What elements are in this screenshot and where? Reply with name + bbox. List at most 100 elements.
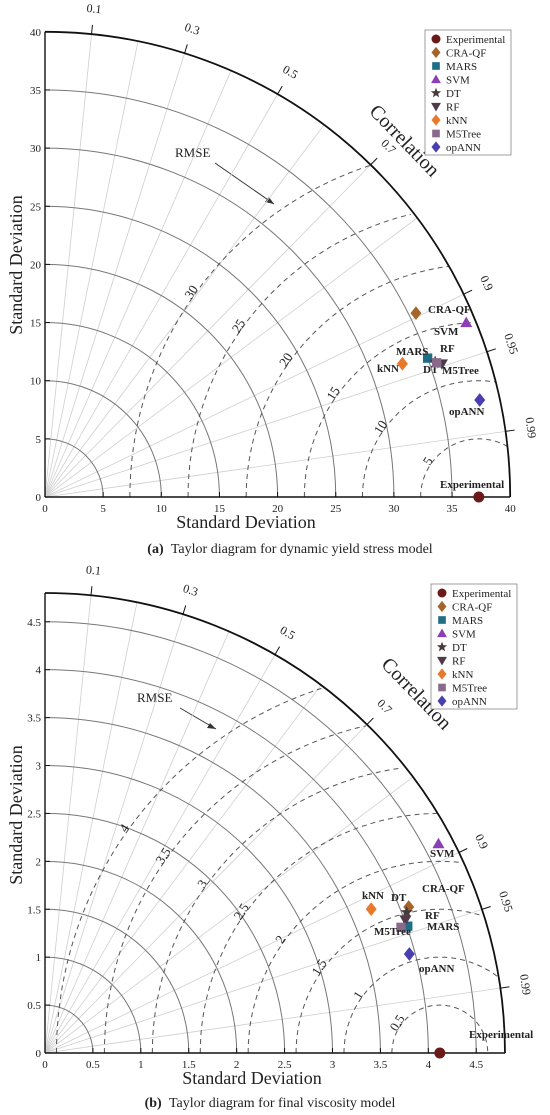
x-tick-label: 2.5 [278,1059,292,1071]
legend-label-svm: SVM [452,629,476,641]
point-label-mars: MARS [396,346,428,358]
corr-tick-mark [90,586,93,596]
y-tick-label: 1.5 [27,904,41,916]
point-dt [400,905,413,918]
x-tick-label: 25 [330,503,342,515]
rmse-arc-0-5 [391,1004,489,1053]
x-tick-label: 40 [505,503,517,515]
rmse-arc-10 [362,380,496,497]
point-svm [460,316,473,328]
corr-label-0-95: 0.95 [496,889,516,913]
rmse-label-0-5: 0.5 [386,1012,407,1034]
sd-arc-20 [44,263,279,498]
y-tick-label: 2 [36,856,42,868]
legend-label-svm: SVM [446,75,470,87]
point-label-cra-qf: CRA-QF [422,883,465,895]
point-label-experimental: Experimental [469,1029,533,1041]
legend-marker-mars [432,62,440,70]
y-tick-label: 25 [30,201,42,213]
y-tick-label: 15 [30,318,42,330]
y-tick-label: 35 [30,85,42,97]
legend-label-knn: kNN [452,669,473,681]
y-tick-label: 4.5 [27,617,41,629]
sd-arc-35 [44,89,453,498]
rmse-label-b: RMSE [137,690,172,705]
y-tick-label: 2.5 [27,808,41,820]
y-tick-label: 0 [36,492,42,504]
sd-arc-3-5 [44,717,381,1054]
sd-arc-30 [44,147,395,498]
legend-label-dt: DT [446,88,461,100]
legend-marker-dt [436,641,448,652]
legend-label-knn: kNN [446,115,467,127]
caption-a: Taylor diagram for dynamic yield stress … [171,542,433,557]
corr-tick-mark [500,986,510,989]
x-tick-label: 2 [234,1059,240,1071]
legend-marker-rf [431,102,441,112]
point-m5tree [431,358,442,368]
point-rf [399,915,412,926]
point-experimental [473,491,485,503]
corr-tick-mark [184,44,188,54]
y-tick-label: 10 [30,376,42,388]
ylabel-a: Standard Deviation [6,195,26,334]
corr-tick-mark [505,429,515,432]
rmse-arrow-head-b [207,723,216,729]
point-label-rf: RF [425,910,440,922]
sd-arc-10 [44,380,162,498]
xlabel-a: Standard Deviation [176,512,315,532]
legend-marker-mars [438,616,446,624]
point-label-m5tree: M5Tree [442,365,479,377]
legend-label-experimental: Experimental [452,588,511,600]
point-label-experimental: Experimental [440,479,504,491]
panel-label-a: (a) [147,542,164,557]
panel-label-b: (b) [145,1096,162,1111]
legend-label-cra-qf: CRA-QF [446,48,486,60]
corr-tick-mark [463,289,473,295]
rmse-arc-25 [187,213,412,498]
legend-marker-experimental [437,588,447,598]
legend-label-mars: MARS [452,615,483,627]
y-tick-label: 20 [30,259,42,271]
xlabel-b: Standard Deviation [182,1068,321,1088]
legend-label-experimental: Experimental [446,34,505,46]
legend-marker-rf [437,656,447,666]
point-label-opann: opANN [449,406,485,418]
rmse-arc-3 [151,767,403,1054]
legend-label-opann: opANN [446,142,481,154]
x-tick-label: 1.5 [182,1059,196,1071]
point-label-cra-qf: CRA-QF [428,304,471,316]
rmse-arc-5 [420,438,508,498]
sd-arc-0-5 [44,1004,94,1054]
outer-arc [44,592,506,1054]
sd-arc-15 [44,322,220,498]
corr-label-0-9: 0.9 [477,273,496,293]
point-label-dt: DT [391,892,407,904]
legend-marker-knn [437,668,447,680]
corr-label-0-1: 0.1 [86,1,102,16]
rmse-arrow-a [214,162,275,205]
rmse-arc-3-5 [103,725,366,1053]
legend-label-mars: MARS [446,61,477,73]
rmse-label-a: RMSE [175,145,210,160]
corr-label-0-5: 0.5 [280,62,300,82]
x-tick-label: 0.5 [86,1059,100,1071]
legend-marker-dt [430,87,442,98]
legend-marker-opann [437,695,447,707]
y-tick-label: 30 [30,143,42,155]
x-tick-label: 10 [156,503,168,515]
corr-tick-mark [277,85,283,95]
sd-arc-5 [44,438,104,498]
point-experimental [434,1047,446,1059]
legend-label-cra-qf: CRA-QF [452,602,492,614]
point-label-svm: SVM [434,326,459,338]
svg-text:(a) Taylor diagram for d: (a) Taylor diagram for dynamic yield str… [147,542,433,557]
corr-label-0-3: 0.3 [183,20,202,38]
corr-label-0-5: 0.5 [278,623,298,643]
rmse-label-2-5: 2.5 [230,901,251,923]
corr-tick-mark [91,24,93,35]
x-tick-label: 30 [388,503,400,515]
corr-tick-mark [182,605,187,615]
x-tick-label: 35 [447,503,459,515]
corr-tick-mark [481,906,491,910]
